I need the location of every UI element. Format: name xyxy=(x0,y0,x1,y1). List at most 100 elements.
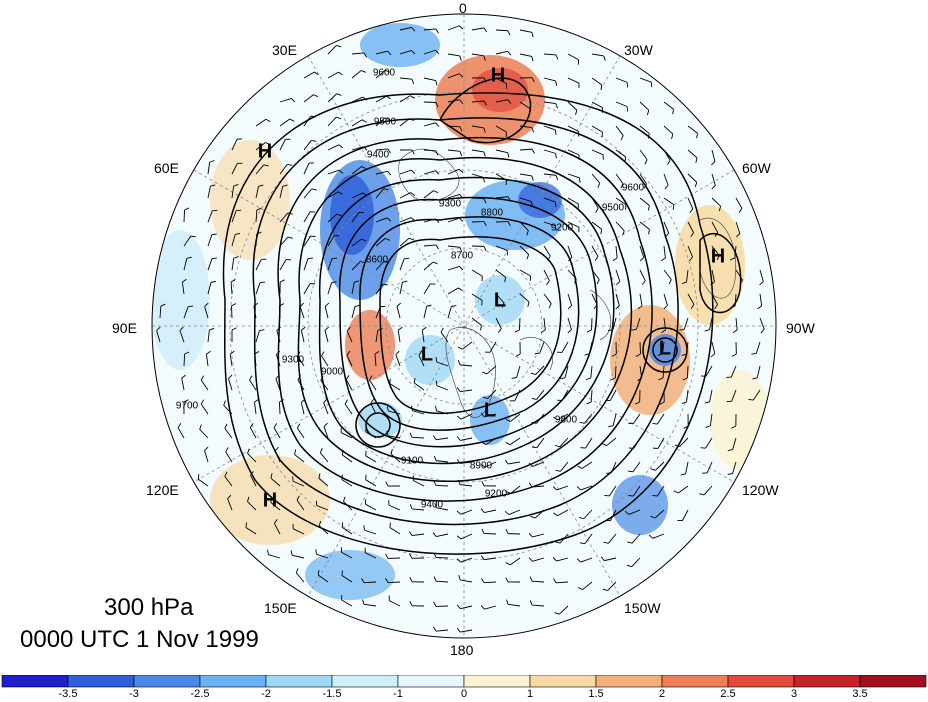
wind-barb xyxy=(363,581,377,584)
wind-barb-flag xyxy=(615,305,620,310)
wind-barb xyxy=(543,53,557,56)
wind-barb xyxy=(303,162,310,175)
wind-barb xyxy=(543,125,556,131)
wind-barb xyxy=(687,221,694,233)
wind-barb-flag xyxy=(600,229,603,235)
wind-barb xyxy=(399,217,412,223)
wind-barb xyxy=(543,77,556,82)
wind-barb xyxy=(735,269,743,281)
wind-barb xyxy=(317,574,329,583)
wind-barb xyxy=(485,437,497,446)
wind-barb-flag xyxy=(528,108,531,114)
colorbar-swatch xyxy=(595,675,663,688)
wind-barb xyxy=(633,437,641,449)
wind-barb-flag xyxy=(229,350,235,355)
wind-barb xyxy=(255,118,267,127)
wind-barb-flag xyxy=(321,351,325,357)
wind-barb-flag xyxy=(254,350,260,355)
wind-barb-flag xyxy=(634,401,640,405)
wind-barb-flag xyxy=(579,542,585,545)
wind-barb xyxy=(495,173,507,181)
wind-barb xyxy=(231,258,235,271)
wind-barb-flag xyxy=(361,166,367,170)
wind-barb xyxy=(663,197,675,206)
wind-barb xyxy=(471,149,484,153)
wind-barb xyxy=(375,217,388,223)
wind-barb-flag xyxy=(652,423,658,425)
wind-barb xyxy=(364,529,377,535)
wind-barb-flag xyxy=(578,177,581,183)
wind-barb xyxy=(389,600,401,607)
lon-label-120e: 120E xyxy=(146,482,179,498)
wind-barb xyxy=(375,117,386,127)
wind-barb-flag xyxy=(659,401,665,405)
wind-barb xyxy=(591,101,603,109)
wind-barb xyxy=(319,452,329,463)
wind-barb xyxy=(375,50,388,55)
wind-barb-flag xyxy=(689,208,694,214)
wind-barb xyxy=(567,293,573,306)
wind-barb-flag xyxy=(481,578,485,583)
wind-barb-flag xyxy=(433,601,437,607)
wind-barb-flag xyxy=(225,447,229,453)
wind-barb-flag xyxy=(363,146,368,151)
wind-barb xyxy=(583,509,593,520)
wind-barb-flag xyxy=(505,441,511,446)
contour-label: 9500 xyxy=(601,202,625,214)
wind-barb-flag xyxy=(757,305,762,310)
wind-barb xyxy=(436,385,449,391)
wind-barb xyxy=(460,579,473,583)
wind-barb xyxy=(495,149,508,154)
wind-barb xyxy=(567,53,579,61)
wind-barb xyxy=(495,269,506,278)
wind-barb-flag xyxy=(626,564,632,568)
wind-barb-flag xyxy=(426,304,432,307)
wind-barb xyxy=(556,557,569,562)
wind-barb-flag xyxy=(212,209,218,212)
wind-barb-flag xyxy=(259,329,265,331)
wind-barb-flag xyxy=(456,627,461,633)
wind-barb xyxy=(411,436,425,439)
wind-barb-flag xyxy=(547,255,551,261)
high-pressure-marker: H xyxy=(257,140,273,163)
wind-barb xyxy=(610,461,617,474)
wind-barb-flag xyxy=(736,233,741,238)
wind-barb xyxy=(580,557,593,563)
wind-barb xyxy=(365,479,377,487)
contour-label: 9200 xyxy=(550,222,574,234)
wind-barb xyxy=(249,379,257,391)
wind-barb xyxy=(543,317,546,330)
wind-barb xyxy=(436,460,449,463)
wind-barb-flag xyxy=(408,531,413,536)
wind-barb-flag xyxy=(665,232,670,238)
wind-barb xyxy=(389,527,401,535)
contour-label: 8800 xyxy=(480,207,504,219)
wind-barb xyxy=(706,461,713,474)
wind-barb-flag xyxy=(295,568,299,574)
wind-barb-flag xyxy=(695,157,698,163)
wind-barb xyxy=(321,355,329,367)
wind-barb-flag xyxy=(694,182,698,188)
wind-barb-flag xyxy=(507,51,512,56)
wind-barb xyxy=(423,122,436,127)
wind-barb xyxy=(663,101,674,110)
wind-barb xyxy=(274,450,281,463)
wind-barb-flag xyxy=(690,304,695,309)
wind-barb-flag xyxy=(209,160,215,163)
wind-barb xyxy=(662,365,665,378)
wind-barb xyxy=(607,581,617,591)
wind-barb xyxy=(639,149,648,160)
wind-barb xyxy=(495,293,505,304)
wind-barb-flag xyxy=(409,118,415,122)
wind-barb-flag xyxy=(483,151,486,157)
wind-barb xyxy=(567,149,580,156)
wind-barb xyxy=(686,341,689,354)
lon-label-90w: 90W xyxy=(786,320,815,336)
wind-barb-flag xyxy=(411,169,416,174)
wind-barb-flag xyxy=(363,525,366,531)
wind-barb-flag xyxy=(731,353,737,357)
wind-barb-flag xyxy=(256,231,262,235)
wind-barb-flag xyxy=(604,494,610,497)
wind-barb-flag xyxy=(409,504,413,510)
wind-barb-flag xyxy=(344,399,348,405)
